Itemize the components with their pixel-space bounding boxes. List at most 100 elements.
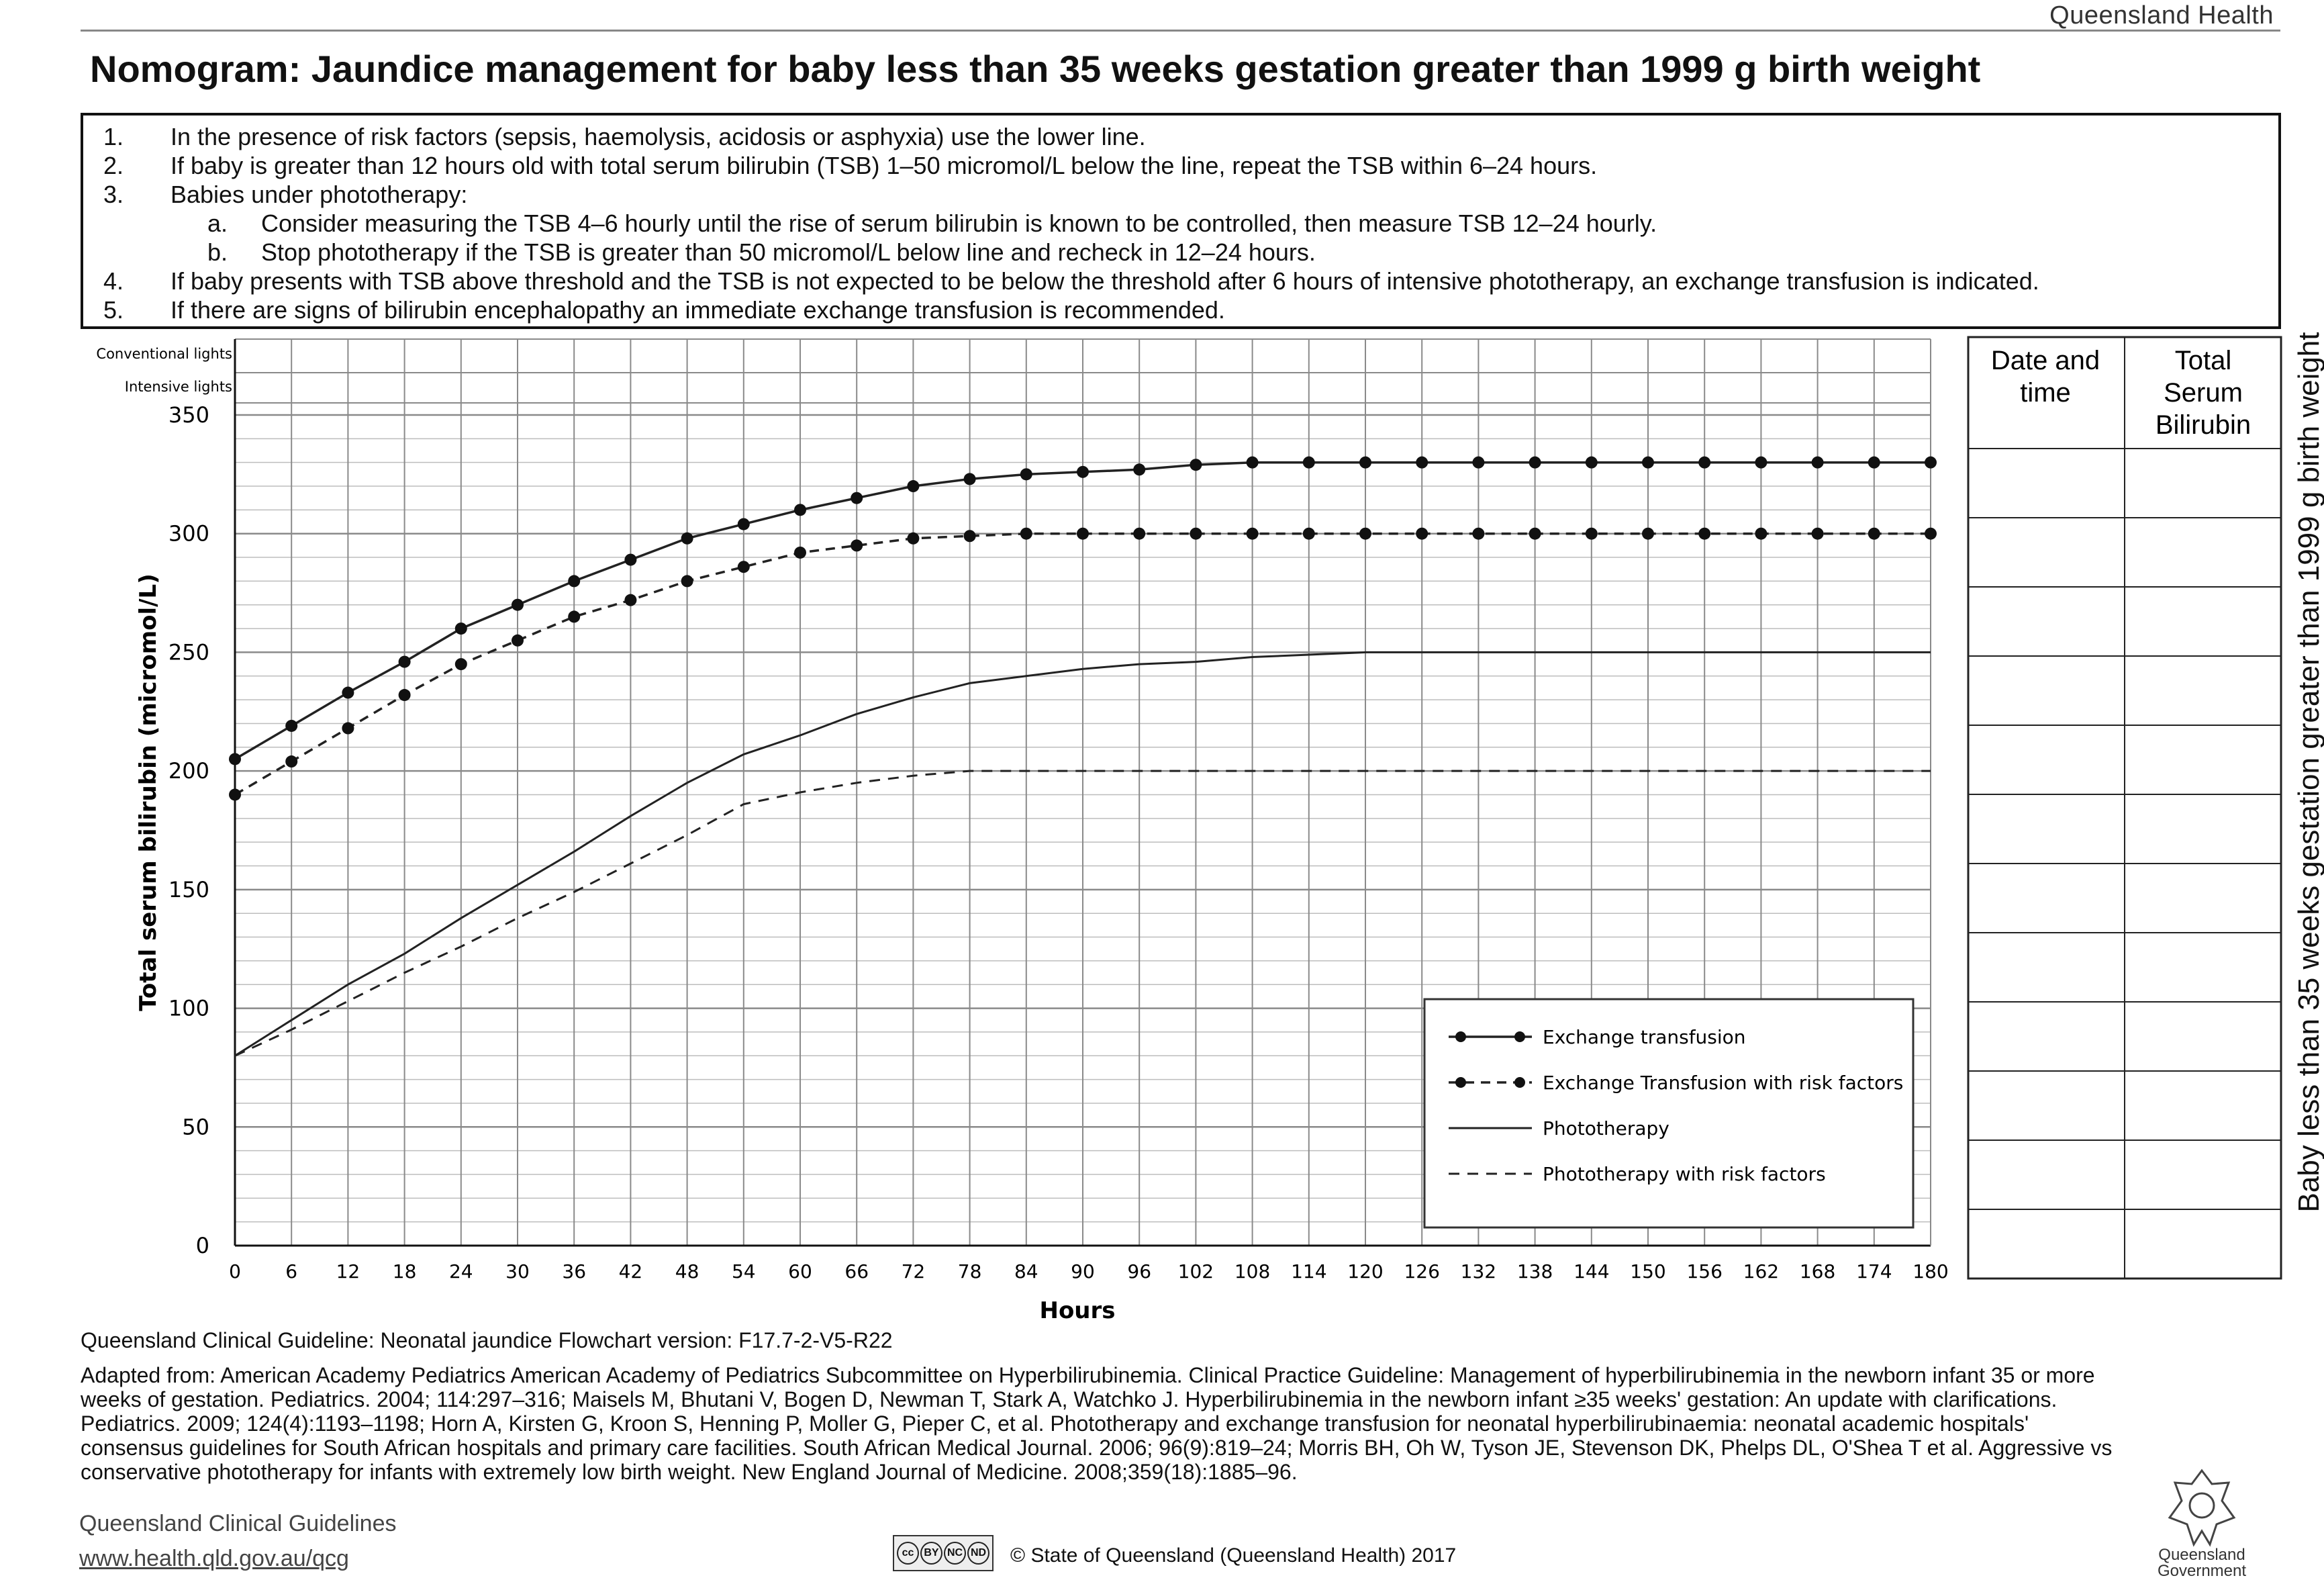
table-grid xyxy=(1967,336,2282,1280)
instruction-number: 2. xyxy=(103,152,124,179)
x-tick-label: 12 xyxy=(336,1260,360,1283)
header-divider xyxy=(81,30,2280,32)
data-point xyxy=(1133,463,1146,476)
y-tick-label: 200 xyxy=(168,758,209,784)
cc-icon: cc xyxy=(897,1542,919,1565)
x-tick-label: 0 xyxy=(229,1260,241,1283)
x-tick-label: 102 xyxy=(1178,1260,1214,1283)
x-tick-label: 114 xyxy=(1291,1260,1326,1283)
instruction-number: b. xyxy=(207,238,228,266)
data-point xyxy=(342,722,354,735)
data-point xyxy=(851,492,863,504)
instruction-text: If baby presents with TSB above threshol… xyxy=(171,267,2039,295)
x-tick-label: 24 xyxy=(449,1260,473,1283)
y-tick-label: 50 xyxy=(182,1114,209,1140)
data-point xyxy=(681,575,693,588)
y-tick-label: 300 xyxy=(168,521,209,547)
data-point xyxy=(1811,456,1824,469)
data-point xyxy=(1077,465,1089,478)
x-tick-label: 132 xyxy=(1461,1260,1496,1283)
data-point xyxy=(285,719,298,732)
data-point xyxy=(1529,527,1541,540)
data-point xyxy=(1811,527,1824,540)
data-point xyxy=(1416,456,1429,469)
data-point xyxy=(907,532,920,545)
data-point xyxy=(1925,527,1937,540)
series-points xyxy=(229,456,1937,801)
major-gridlines xyxy=(235,338,1931,1246)
instruction-number: 1. xyxy=(103,123,124,150)
data-point xyxy=(963,473,976,485)
data-point xyxy=(624,553,637,566)
data-point xyxy=(1359,527,1371,540)
instruction-number: 3. xyxy=(103,181,124,208)
data-point xyxy=(1755,527,1768,540)
data-point xyxy=(1077,527,1089,540)
data-point xyxy=(794,504,806,516)
flowchart-version: Queensland Clinical Guideline: Neonatal … xyxy=(81,1328,893,1352)
data-point xyxy=(398,655,411,668)
data-point xyxy=(1642,527,1654,540)
x-tick-label: 42 xyxy=(619,1260,643,1283)
data-point xyxy=(624,594,637,606)
data-point xyxy=(1585,456,1598,469)
data-point xyxy=(229,753,241,765)
data-point xyxy=(737,518,750,530)
legend-label: Exchange transfusion xyxy=(1543,1026,1746,1048)
data-point xyxy=(568,575,581,588)
data-point xyxy=(681,532,693,545)
legend-label: Phototherapy xyxy=(1543,1117,1669,1140)
copyright-text: © State of Queensland (Queensland Health… xyxy=(1010,1544,1457,1567)
row-label: Conventional lights xyxy=(96,346,232,362)
instruction-text: In the presence of risk factors (sepsis,… xyxy=(171,123,1146,150)
instruction-text: If there are signs of bilirubin encephal… xyxy=(171,296,1225,324)
legend-label: Phototherapy with risk factors xyxy=(1543,1163,1826,1185)
data-point xyxy=(1925,456,1937,469)
instruction-number: a. xyxy=(207,210,228,237)
data-point xyxy=(285,755,298,768)
qcg-url-link[interactable]: www.health.qld.gov.au/qcg xyxy=(79,1546,349,1571)
page-title: Nomogram: Jaundice management for baby l… xyxy=(90,48,1981,90)
references-text: Adapted from: American Academy Pediatric… xyxy=(81,1363,2113,1484)
gov-name-line-2: Government xyxy=(2157,1562,2247,1580)
data-point xyxy=(398,689,411,702)
legend-dot xyxy=(1514,1077,1525,1088)
x-tick-label: 126 xyxy=(1404,1260,1439,1283)
data-point xyxy=(1585,527,1598,540)
data-point xyxy=(1302,456,1315,469)
x-tick-label: 144 xyxy=(1573,1260,1609,1283)
y-tick-label: 350 xyxy=(168,402,209,428)
x-tick-label: 6 xyxy=(285,1260,297,1283)
data-point xyxy=(1133,527,1146,540)
data-point xyxy=(1472,456,1485,469)
instruction-text: Consider measuring the TSB 4–6 hourly un… xyxy=(261,210,1657,237)
x-tick-label: 138 xyxy=(1517,1260,1553,1283)
data-point xyxy=(342,686,354,699)
tsb-record-table: Date and time Total Serum Bilirubin xyxy=(1967,336,2282,1280)
data-point xyxy=(1698,527,1711,540)
series-line-3 xyxy=(234,651,1931,1057)
x-tick-label: 54 xyxy=(732,1260,756,1283)
data-point xyxy=(1302,527,1315,540)
data-point xyxy=(1190,527,1202,540)
data-point xyxy=(1698,456,1711,469)
gov-name-line-1: Queensland xyxy=(2158,1546,2245,1564)
y-axis-label: Total serum bilirubin (micromol/L) xyxy=(135,573,162,1011)
y-tick-label: 100 xyxy=(168,996,209,1021)
instruction-number: 5. xyxy=(103,296,124,324)
x-tick-label: 156 xyxy=(1686,1260,1722,1283)
side-caption: Baby less than 35 weeks gestation greate… xyxy=(2292,332,2324,1213)
qcg-name: Queensland Clinical Guidelines xyxy=(79,1511,397,1536)
x-tick-label: 36 xyxy=(562,1260,586,1283)
x-axis-label: Hours xyxy=(1039,1297,1115,1324)
data-point xyxy=(1190,459,1202,471)
tsb-header: Total Serum Bilirubin xyxy=(2156,346,2251,440)
data-point xyxy=(907,480,920,493)
data-point xyxy=(1868,527,1880,540)
x-tick-label: 120 xyxy=(1347,1260,1383,1283)
row-label: Intensive lights xyxy=(125,379,232,395)
x-tick-label: 150 xyxy=(1630,1260,1665,1283)
data-point xyxy=(1755,456,1768,469)
x-tick-label: 18 xyxy=(393,1260,417,1283)
nc-icon: NC xyxy=(944,1542,966,1565)
